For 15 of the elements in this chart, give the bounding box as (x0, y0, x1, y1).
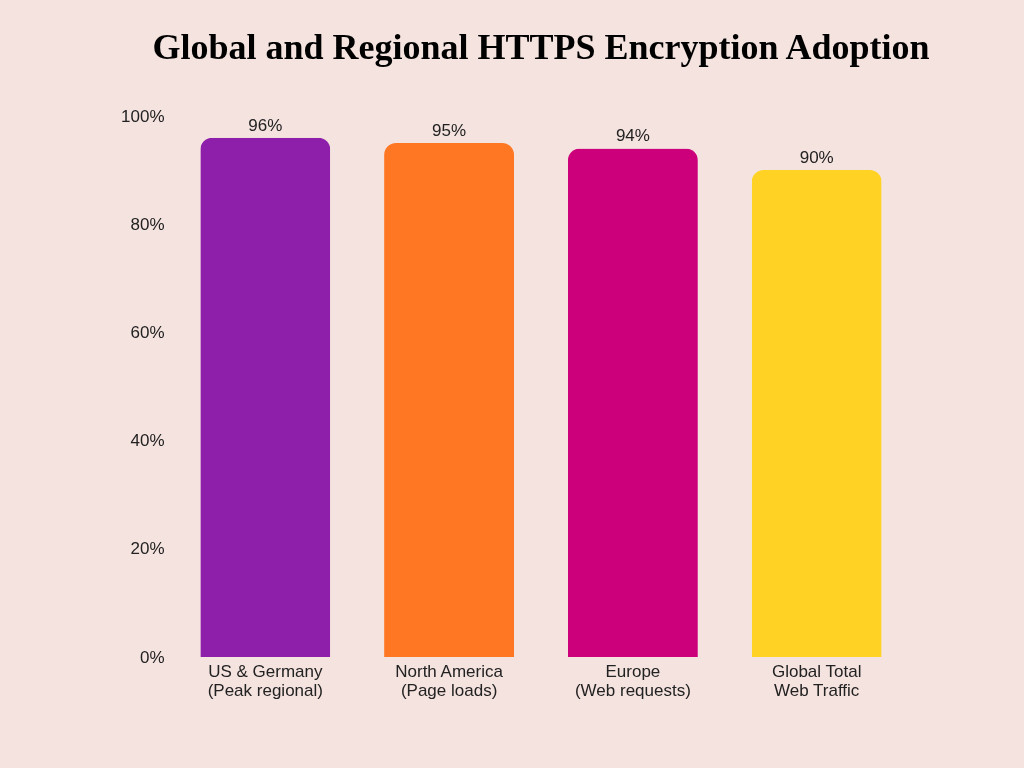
x-tick-label: Europe (Web requests) (574, 661, 691, 700)
y-tick-label: 20% (130, 539, 165, 559)
chart-title: Global and Regional HTTPS Encryption Adoption (152, 27, 930, 67)
y-tick-label: 80% (130, 214, 165, 234)
x-tick-label: North America (Page loads) (395, 661, 504, 700)
y-tick-label: 40% (130, 431, 165, 451)
y-tick-label: 0% (139, 647, 165, 667)
data-label: 96% (248, 115, 283, 135)
x-tick-label: Global Total Web Traffic (771, 661, 862, 700)
data-label: 90% (799, 148, 834, 168)
y-tick-label: 60% (130, 322, 165, 342)
x-tick-label: US & Germany (Peak regional) (207, 661, 323, 700)
y-tick-label: 100% (121, 106, 165, 126)
data-label: 94% (615, 126, 650, 146)
data-label: 95% (432, 121, 467, 141)
